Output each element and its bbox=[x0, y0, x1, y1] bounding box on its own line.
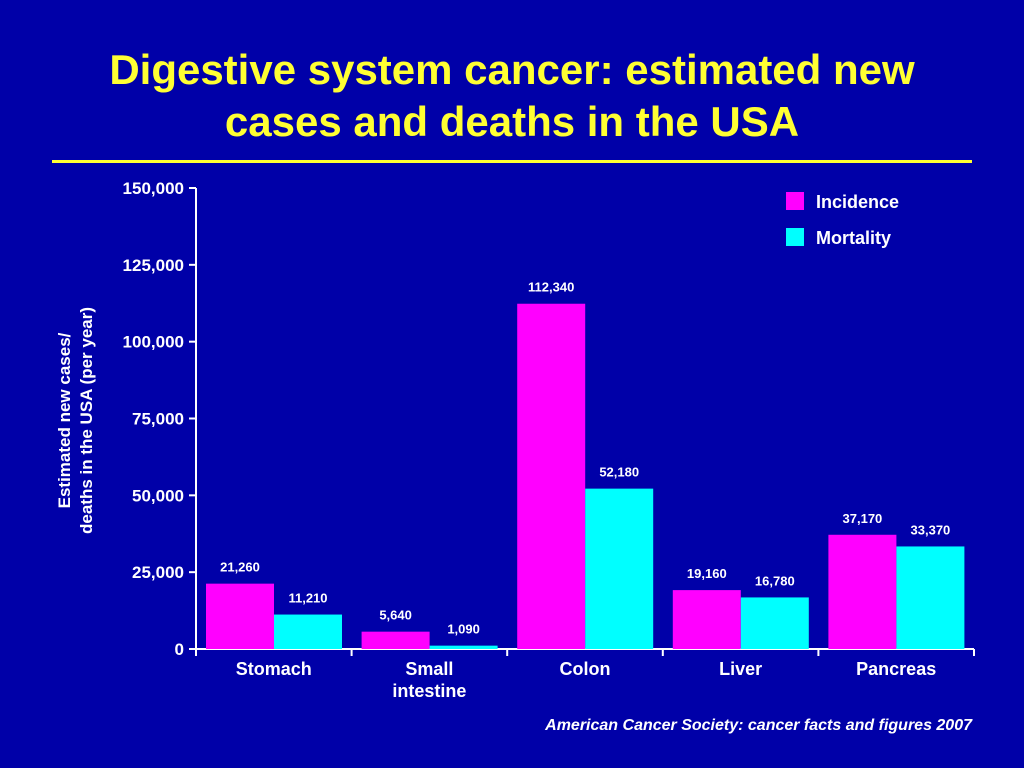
y-tick-label: 0 bbox=[175, 640, 184, 659]
legend-swatch-mortality bbox=[786, 228, 804, 246]
mortality-bar bbox=[896, 546, 965, 649]
mortality-bar bbox=[585, 488, 654, 649]
x-category-label-line: Pancreas bbox=[856, 659, 936, 679]
x-category-label: Liver bbox=[719, 659, 762, 679]
mortality-bar bbox=[740, 597, 809, 649]
x-category-label: Colon bbox=[560, 659, 611, 679]
incidence-bar bbox=[206, 583, 274, 649]
incidence-data-label: 5,640 bbox=[379, 608, 412, 623]
mortality-data-label: 52,180 bbox=[599, 465, 639, 480]
mortality-data-label: 11,210 bbox=[288, 591, 327, 606]
title-line-1: Digestive system cancer: estimated new bbox=[109, 46, 915, 93]
x-category-label: Small intestine bbox=[392, 659, 466, 701]
y-axis-label-line: deaths in the USA (per year) bbox=[77, 307, 96, 534]
x-category-label-line: intestine bbox=[392, 681, 466, 701]
x-category-label-line: Small bbox=[405, 659, 453, 679]
legend-label-mortality: Mortality bbox=[816, 228, 891, 248]
x-category-label: Stomach bbox=[236, 659, 312, 679]
incidence-bar bbox=[517, 303, 586, 649]
source-citation: American Cancer Society: cancer facts an… bbox=[545, 717, 972, 734]
y-tick-label: 125,000 bbox=[123, 256, 184, 275]
y-tick-label: 25,000 bbox=[132, 563, 184, 582]
legend-swatch-incidence bbox=[786, 192, 804, 210]
incidence-data-label: 37,170 bbox=[843, 511, 883, 526]
incidence-bar bbox=[361, 631, 430, 649]
y-tick-label: 75,000 bbox=[132, 410, 184, 429]
y-tick-label: 50,000 bbox=[132, 486, 184, 505]
y-axis-label: Estimated new cases/deaths in the USA (p… bbox=[55, 307, 96, 534]
incidence-data-label: 112,340 bbox=[528, 280, 574, 295]
title-line-2: cases and deaths in the USA bbox=[224, 98, 800, 145]
incidence-data-label: 21,260 bbox=[220, 560, 260, 575]
x-category-label: Pancreas bbox=[856, 659, 936, 679]
x-category-label-line: Stomach bbox=[236, 659, 312, 679]
incidence-data-label: 19,160 bbox=[687, 566, 727, 581]
x-category-label-line: Liver bbox=[719, 659, 762, 679]
y-tick-label: 150,000 bbox=[123, 179, 184, 198]
incidence-bar bbox=[672, 590, 741, 649]
mortality-data-label: 1,090 bbox=[447, 622, 480, 637]
legend-label-incidence: Incidence bbox=[816, 192, 899, 212]
slide-title: Digestive system cancer: estimated new c… bbox=[0, 44, 1024, 148]
title-divider bbox=[52, 160, 972, 163]
mortality-bar bbox=[274, 614, 342, 649]
y-axis-label-line: Estimated new cases/ bbox=[55, 332, 74, 508]
y-tick-label: 100,000 bbox=[123, 333, 184, 352]
mortality-data-label: 33,370 bbox=[911, 522, 951, 537]
mortality-bar bbox=[429, 645, 498, 649]
x-category-label-line: Colon bbox=[560, 659, 611, 679]
incidence-bar bbox=[828, 534, 897, 649]
mortality-data-label: 16,780 bbox=[755, 573, 795, 588]
